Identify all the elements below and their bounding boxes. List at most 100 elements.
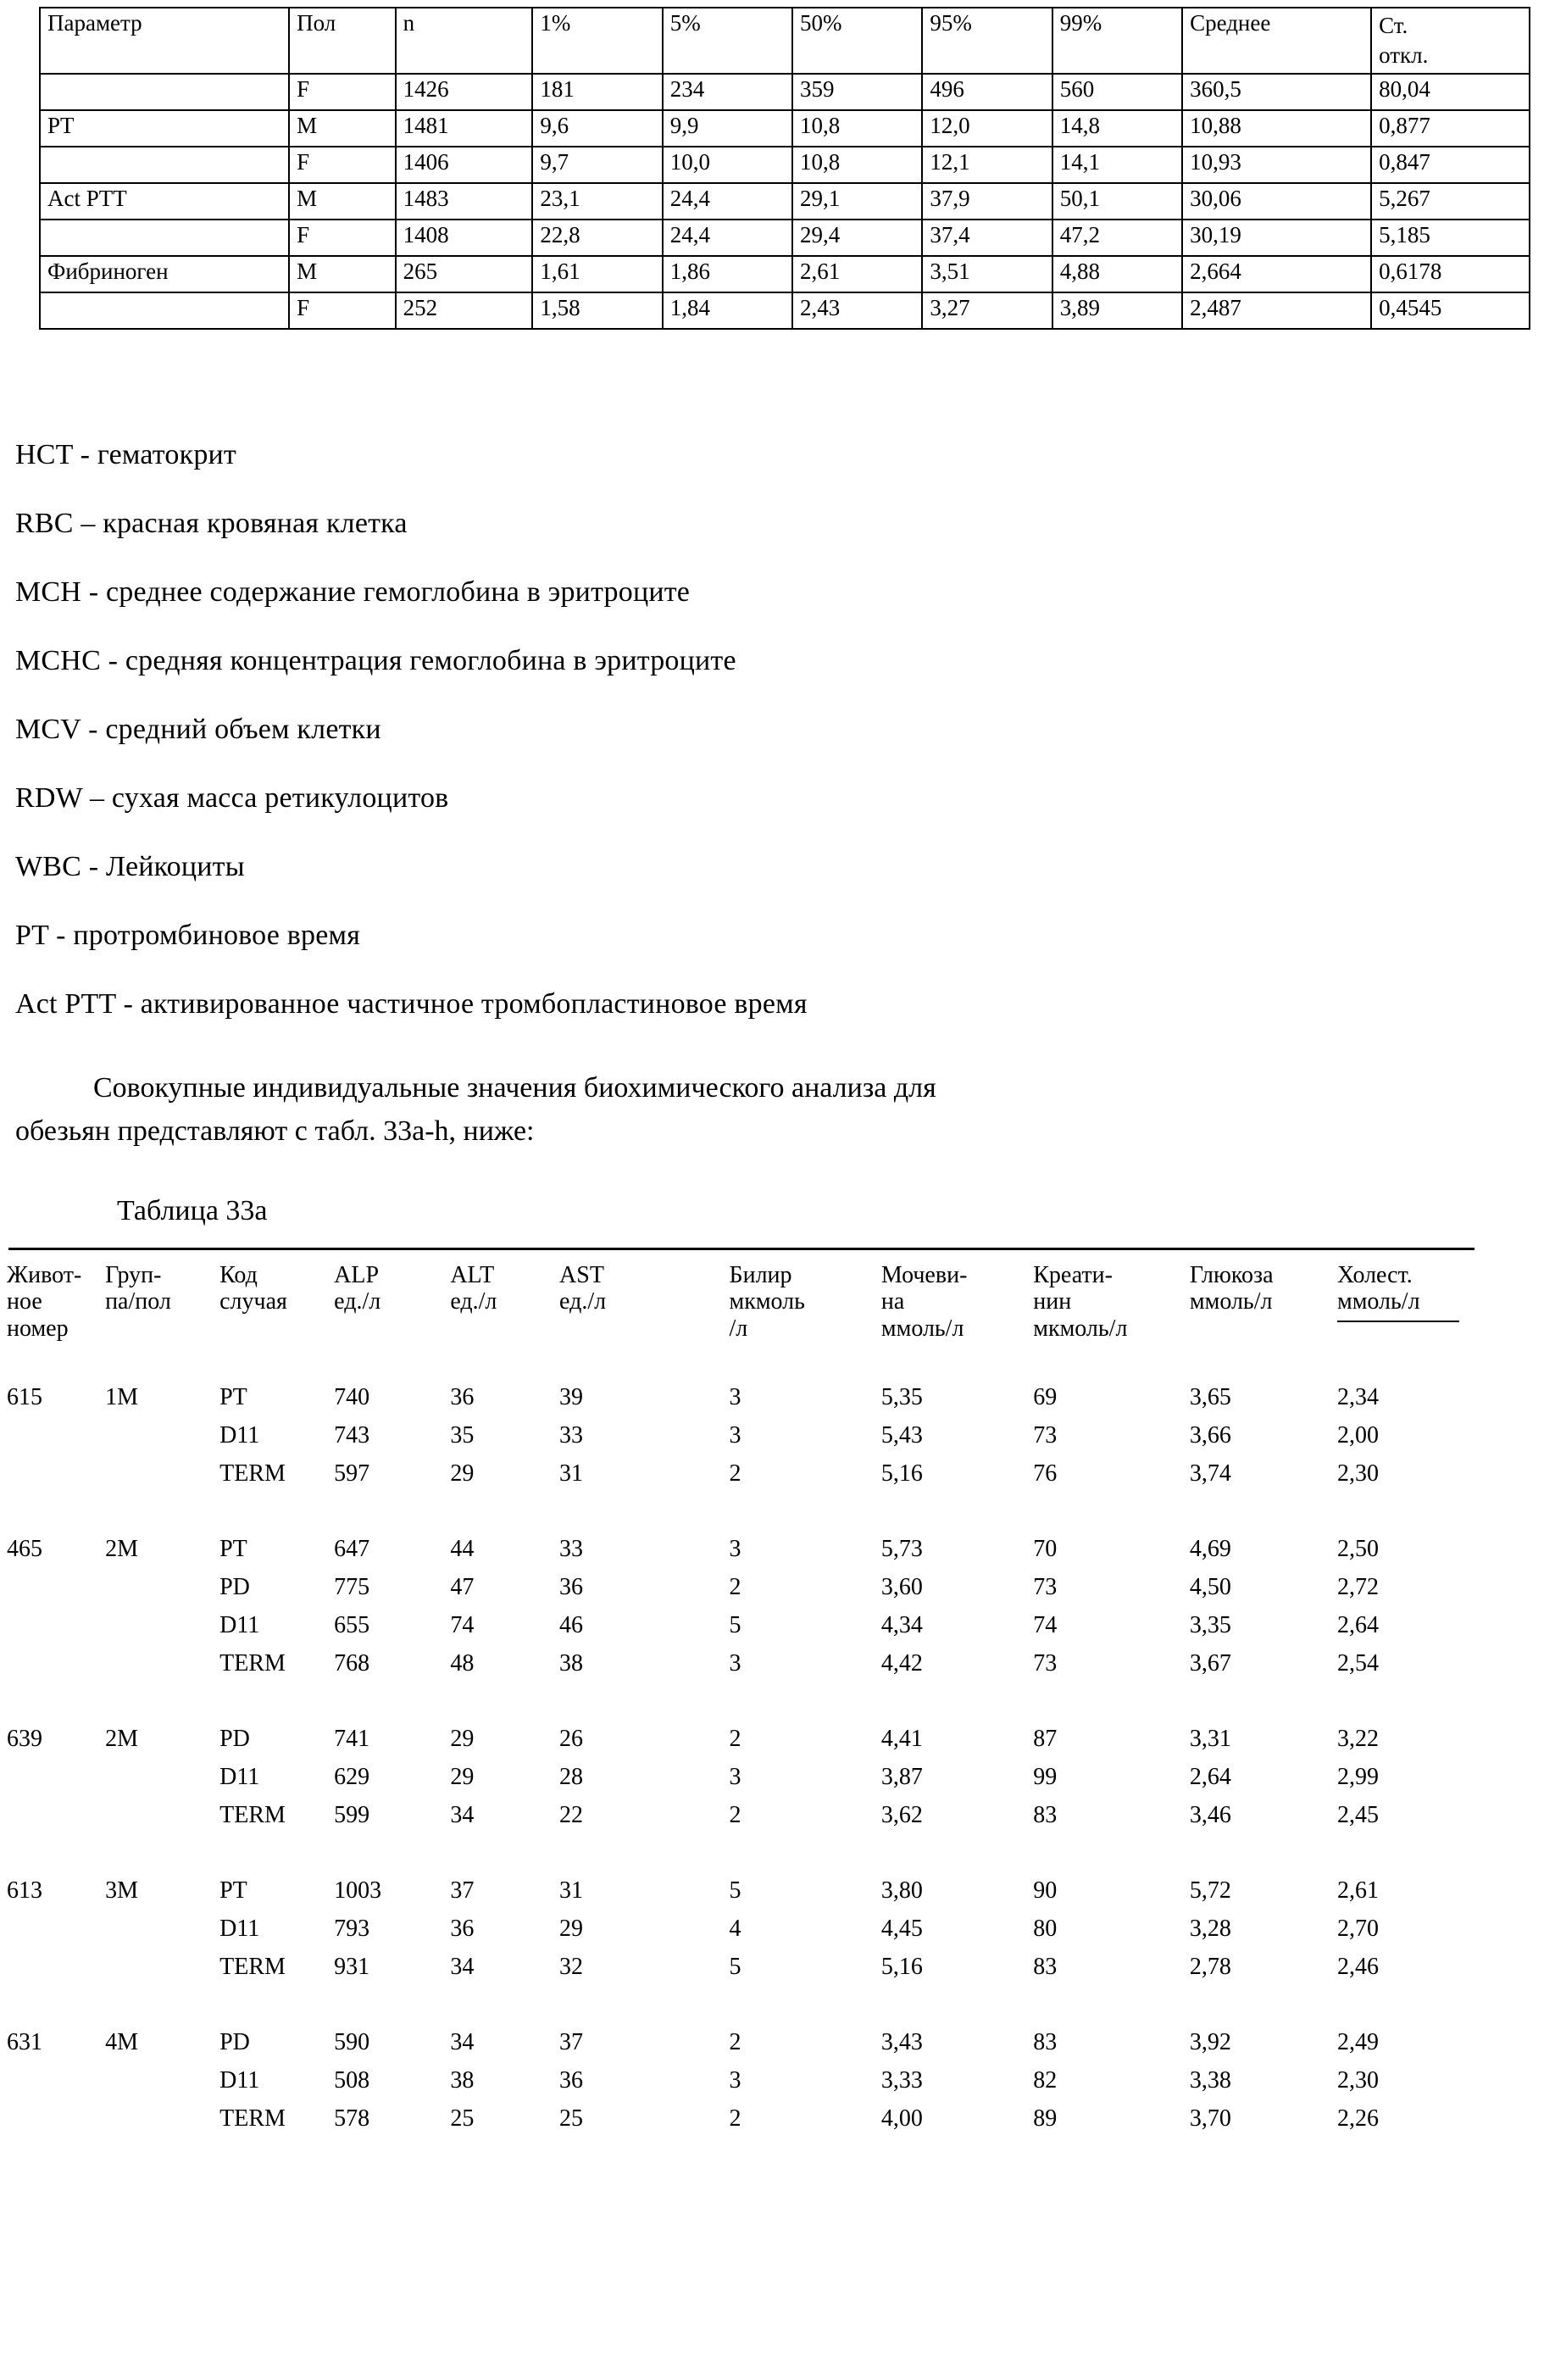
t33-cell-cholesterol: 2,99: [1337, 1764, 1498, 1802]
stats-cell-p1: 1,58: [532, 292, 662, 329]
t33-cell-group-sex: [105, 1612, 219, 1650]
stats-cell-p99: 14,1: [1052, 147, 1182, 183]
table33a-container: Живот- ное номер Груп- па/пол Код случая…: [7, 1248, 1515, 2144]
t33-cell-code: TERM: [219, 1650, 334, 1688]
stats-cell-mean: 2,487: [1182, 292, 1371, 329]
stats-cell-p50: 2,61: [792, 256, 922, 292]
t33-cell-bilirubin: 2: [730, 2029, 881, 2067]
t33-cell-alt: 47: [450, 1574, 559, 1612]
t33-cell-urea: 4,41: [881, 1726, 1033, 1764]
t33-cell-creatinine: 69: [1033, 1384, 1190, 1422]
t33-cell-glucose: 4,69: [1190, 1536, 1337, 1574]
t33-cell-alp: 768: [334, 1650, 450, 1688]
t33-header-cholesterol-text: Холест. ммоль/л: [1337, 1262, 1420, 1315]
stats-cell-n: 1483: [396, 183, 533, 220]
t33-cell-glucose: 3,38: [1190, 2067, 1337, 2105]
spacer-cell: [730, 1992, 881, 2029]
spacer-cell: [730, 1688, 881, 1726]
stats-cell-p99: 50,1: [1052, 183, 1182, 220]
t33-cell-creatinine: 99: [1033, 1764, 1190, 1802]
stats-cell-p5: 1,86: [663, 256, 792, 292]
stats-cell-p50: 10,8: [792, 147, 922, 183]
spacer-cell: [730, 1499, 881, 1536]
stats-cell-mean: 30,19: [1182, 220, 1371, 256]
t33-cell-code: PT: [219, 1536, 334, 1574]
stats-cell-param: [40, 292, 289, 329]
t33-cell-alt: 25: [450, 2105, 559, 2144]
table-row: F140822,824,429,437,447,230,195,185: [40, 220, 1530, 256]
t33-cell-animal-number: 465: [7, 1536, 105, 1574]
t33-cell-urea: 3,80: [881, 1877, 1033, 1916]
abbreviation-item: MCH - среднее содержание гемоглобина в э…: [15, 578, 1286, 607]
spacer-cell: [1337, 1347, 1498, 1384]
t33-cell-ast: 33: [559, 1536, 729, 1574]
t33-cell-glucose: 3,65: [1190, 1384, 1337, 1422]
t33-cell-urea: 5,73: [881, 1536, 1033, 1574]
stats-cell-p50: 2,43: [792, 292, 922, 329]
t33-cell-ast: 31: [559, 1877, 729, 1916]
table33a-head: Живот- ное номер Груп- па/пол Код случая…: [7, 1250, 1498, 1347]
stats-table-head: Параметр Пол n 1% 5% 50% 95% 99% Среднее…: [40, 8, 1530, 74]
t33-cell-bilirubin: 2: [730, 1460, 881, 1499]
spacer-cell: [219, 1347, 334, 1384]
spacer-cell: [219, 1688, 334, 1726]
stats-header-p50: 50%: [792, 8, 922, 74]
stats-cell-mean: 30,06: [1182, 183, 1371, 220]
stats-cell-sex: F: [289, 147, 395, 183]
t33-cell-group-sex: [105, 1650, 219, 1688]
table-row: Act PTTM148323,124,429,137,950,130,065,2…: [40, 183, 1530, 220]
t33-cell-glucose: 2,78: [1190, 1954, 1337, 1992]
stats-cell-p1: 23,1: [532, 183, 662, 220]
stats-header-param: Параметр: [40, 8, 289, 74]
t33-cell-ast: 46: [559, 1612, 729, 1650]
spacer-cell: [105, 1688, 219, 1726]
t33-cell-alt: 36: [450, 1916, 559, 1954]
stats-cell-p95: 37,4: [922, 220, 1052, 256]
stats-cell-sd: 0,6178: [1371, 256, 1530, 292]
t33-header-cholesterol: Холест. ммоль/л: [1337, 1250, 1498, 1347]
t33-cell-urea: 4,34: [881, 1612, 1033, 1650]
t33-cell-creatinine: 73: [1033, 1650, 1190, 1688]
stats-cell-p95: 496: [922, 74, 1052, 110]
t33-cell-code: TERM: [219, 1802, 334, 1840]
paragraph-line-2: обезьян представляют с табл. 33a-h, ниже…: [15, 1115, 535, 1147]
spacer-cell: [1033, 1992, 1190, 2029]
t33-cell-alp: 597: [334, 1460, 450, 1499]
t33-cell-urea: 5,35: [881, 1384, 1033, 1422]
paragraph-line-1: Совокупные индивидуальные значения биохи…: [93, 1072, 936, 1104]
spacer-cell: [881, 1840, 1033, 1877]
table-row: D11655744654,34743,352,64: [7, 1612, 1498, 1650]
stats-header-p99: 99%: [1052, 8, 1182, 74]
spacer-cell: [730, 1347, 881, 1384]
spacer-cell: [219, 1840, 334, 1877]
t33-cell-creatinine: 73: [1033, 1422, 1190, 1460]
stats-cell-p5: 24,4: [663, 183, 792, 220]
stats-cell-mean: 360,5: [1182, 74, 1371, 110]
t33-cell-animal-number: [7, 2067, 105, 2105]
spacer-cell: [219, 1992, 334, 2029]
abbreviation-item: RBC – красная кровяная клетка: [15, 509, 1286, 538]
t33-cell-creatinine: 80: [1033, 1916, 1190, 1954]
t33-cell-group-sex: [105, 1574, 219, 1612]
t33-cell-animal-number: 631: [7, 2029, 105, 2067]
t33-cell-alt: 48: [450, 1650, 559, 1688]
t33-cell-alt: 35: [450, 1422, 559, 1460]
table33a-group-spacer: [7, 1840, 1498, 1877]
t33-cell-creatinine: 87: [1033, 1726, 1190, 1764]
t33-cell-glucose: 3,31: [1190, 1726, 1337, 1764]
stats-cell-p99: 47,2: [1052, 220, 1182, 256]
table33a-group-spacer: [7, 1499, 1498, 1536]
t33-cell-code: PD: [219, 2029, 334, 2067]
t33-cell-group-sex: 4M: [105, 2029, 219, 2067]
t33-cell-alp: 775: [334, 1574, 450, 1612]
t33-cell-bilirubin: 3: [730, 1650, 881, 1688]
t33-cell-animal-number: 613: [7, 1877, 105, 1916]
t33-cell-alt: 44: [450, 1536, 559, 1574]
t33-cell-bilirubin: 2: [730, 1574, 881, 1612]
t33-cell-cholesterol: 2,30: [1337, 1460, 1498, 1499]
spacer-cell: [881, 1688, 1033, 1726]
t33-cell-urea: 4,42: [881, 1650, 1033, 1688]
abbreviation-item: WBC - Лейкоциты: [15, 853, 1286, 881]
t33-cell-code: TERM: [219, 2105, 334, 2144]
stats-header-sd-line1: Ст.: [1379, 13, 1408, 38]
